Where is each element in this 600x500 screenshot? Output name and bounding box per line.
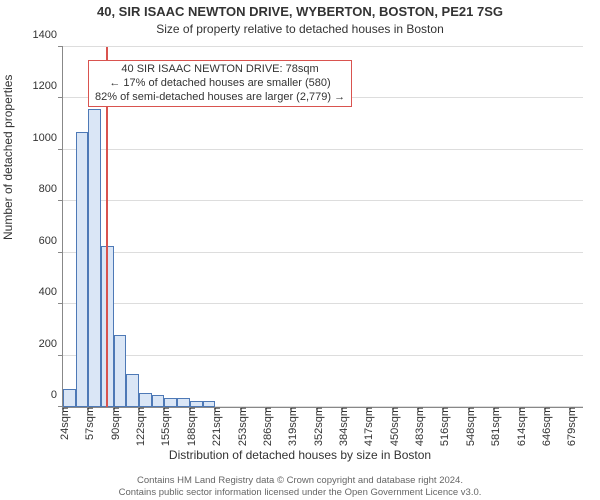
gridline [63,355,583,356]
y-tick-label: 1400 [17,29,63,41]
y-tick-label: 0 [17,389,63,401]
gridline [63,149,583,150]
y-tick-label: 200 [17,338,63,350]
x-axis-label: Distribution of detached houses by size … [0,448,600,462]
x-tick-label: 516sqm [435,407,451,446]
histogram-bar [63,389,76,407]
x-tick-label: 417sqm [359,407,375,446]
annotation-line: 82% of semi-detached houses are larger (… [95,91,345,105]
y-tick-mark [58,355,63,356]
x-tick-label: 581sqm [486,407,502,446]
chart-title-sub: Size of property relative to detached ho… [0,22,600,36]
gridline [63,46,583,47]
y-axis-label: Number of detached properties [1,75,15,240]
histogram-bar [139,393,152,407]
x-tick-label: 57sqm [80,407,96,440]
credit-text: Contains HM Land Registry data © Crown c… [0,475,600,498]
chart-container: { "chart": { "type": "histogram", "title… [0,0,600,500]
histogram-bar [152,395,165,407]
annotation-line: 40 SIR ISAAC NEWTON DRIVE: 78sqm [95,63,345,77]
x-tick-label: 450sqm [385,407,401,446]
x-tick-label: 679sqm [562,407,578,446]
histogram-bar [88,109,101,407]
x-tick-label: 90sqm [106,407,122,440]
x-tick-label: 253sqm [233,407,249,446]
histogram-bar [164,398,177,407]
x-tick-label: 122sqm [131,407,147,446]
x-tick-label: 24sqm [55,407,71,440]
credit-line: Contains public sector information licen… [119,487,482,498]
annotation-line: ← 17% of detached houses are smaller (58… [95,77,345,91]
y-tick-mark [58,252,63,253]
y-tick-mark [58,97,63,98]
x-tick-label: 614sqm [512,407,528,446]
y-tick-label: 1200 [17,80,63,92]
x-tick-label: 384sqm [334,407,350,446]
x-tick-label: 221sqm [207,407,223,446]
x-tick-label: 155sqm [156,407,172,446]
y-tick-mark [58,303,63,304]
histogram-bar [177,398,190,407]
gridline [63,303,583,304]
histogram-bar [114,335,127,407]
x-tick-label: 352sqm [309,407,325,446]
x-tick-label: 319sqm [283,407,299,446]
gridline [63,200,583,201]
y-tick-label: 800 [17,183,63,195]
plot-area: 020040060080010001200140024sqm57sqm90sqm… [62,47,583,408]
x-tick-label: 646sqm [537,407,553,446]
x-tick-label: 188sqm [182,407,198,446]
y-tick-label: 600 [17,235,63,247]
y-tick-label: 1000 [17,132,63,144]
y-tick-mark [58,200,63,201]
chart-title-main: 40, SIR ISAAC NEWTON DRIVE, WYBERTON, BO… [0,4,600,19]
y-tick-mark [58,46,63,47]
gridline [63,252,583,253]
histogram-bar [126,374,139,407]
histogram-bar [76,132,89,407]
y-tick-mark [58,149,63,150]
x-tick-label: 548sqm [461,407,477,446]
credit-line: Contains HM Land Registry data © Crown c… [137,475,463,486]
x-tick-label: 483sqm [410,407,426,446]
x-tick-label: 286sqm [258,407,274,446]
annotation-box: 40 SIR ISAAC NEWTON DRIVE: 78sqm ← 17% o… [88,60,352,107]
y-tick-label: 400 [17,286,63,298]
